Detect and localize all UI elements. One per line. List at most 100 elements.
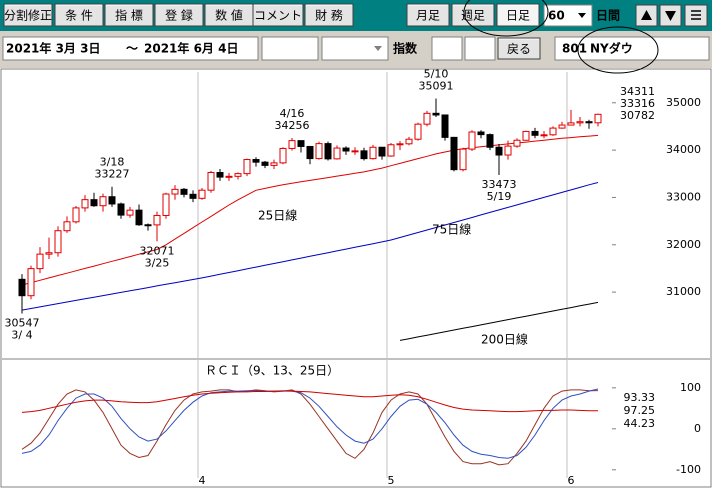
rci-line xyxy=(21,390,599,413)
candle-body xyxy=(171,188,179,195)
annotation-date: 3/ 4 xyxy=(11,329,32,342)
toolbar-button[interactable] xyxy=(304,3,354,27)
line-label: 75日線 xyxy=(432,222,471,237)
candle-body xyxy=(135,209,143,226)
x-tick-label: 4 xyxy=(199,474,206,487)
candle-body xyxy=(81,199,89,209)
field-box[interactable] xyxy=(431,36,463,61)
y-tick-label: 34000 xyxy=(666,143,701,156)
candle-body xyxy=(45,252,53,255)
candle-body xyxy=(423,112,431,125)
annotation-value: 32071 xyxy=(140,244,175,257)
toolbar-button[interactable] xyxy=(104,3,154,27)
index-select[interactable] xyxy=(321,36,389,61)
candle-body xyxy=(468,131,476,150)
candle-body xyxy=(576,121,584,124)
days-value: 60 xyxy=(548,9,565,23)
candle-body xyxy=(144,224,152,227)
index-label: 指数 xyxy=(393,41,418,56)
days-unit: 日間 xyxy=(596,9,620,23)
toolbar-button[interactable] xyxy=(54,3,104,27)
candle-body xyxy=(504,145,512,156)
range-end: 2021年 6月 4日 xyxy=(144,41,238,56)
annotation-date: 3/25 xyxy=(145,256,170,269)
symbol-box[interactable] xyxy=(554,36,710,61)
candle-body xyxy=(567,122,575,126)
candle-body xyxy=(486,134,494,148)
candle-body xyxy=(450,136,458,171)
candle-body xyxy=(414,123,422,140)
moving-average-line xyxy=(21,182,599,311)
period-button-label: 月足 xyxy=(416,9,440,23)
toolbar-button[interactable] xyxy=(252,3,304,27)
range-separator: ～ xyxy=(126,42,138,56)
candle-body xyxy=(90,199,98,207)
candle-body xyxy=(531,130,539,136)
candle-body xyxy=(180,188,188,195)
field-box[interactable] xyxy=(261,36,319,61)
candle-body xyxy=(54,230,62,254)
date-range-box[interactable] xyxy=(2,36,259,61)
candle-body xyxy=(72,207,80,223)
period-button[interactable] xyxy=(406,3,450,27)
line-label: 200日線 xyxy=(481,332,528,347)
last-value-label: 93.33 xyxy=(624,391,656,404)
candle-body xyxy=(378,146,386,157)
candle-body xyxy=(18,278,26,297)
y-tick-label: 35000 xyxy=(666,96,701,109)
candle-body xyxy=(585,121,593,124)
candle-body xyxy=(153,214,161,226)
candle-body xyxy=(522,130,530,141)
candle-body xyxy=(549,127,557,136)
x-tick-label: 5 xyxy=(388,474,395,487)
candle-body xyxy=(297,140,305,147)
chart-area xyxy=(0,68,712,488)
candle-body xyxy=(324,143,332,160)
y-tick-label: 33000 xyxy=(666,190,701,203)
period-button-label: 日足 xyxy=(506,9,530,23)
candle-body xyxy=(360,150,368,160)
toolbar-button[interactable] xyxy=(3,3,53,27)
y-tick-label: 0 xyxy=(694,422,701,435)
annotation-date: 4/16 xyxy=(280,107,305,120)
symbol-name: NYダウ xyxy=(590,41,633,56)
field-box[interactable] xyxy=(464,36,496,61)
annotation-circle xyxy=(463,0,549,37)
toolbar-button[interactable] xyxy=(154,3,204,27)
toolbar-button-label: コメント xyxy=(254,9,302,23)
toolbar-button-label: 分割修正 xyxy=(4,8,52,23)
candle-body xyxy=(225,175,233,178)
candle-body xyxy=(261,161,269,166)
days-select[interactable] xyxy=(543,4,593,27)
candle-body xyxy=(513,139,521,147)
candle-body xyxy=(252,159,260,163)
annotation-value: 35091 xyxy=(419,79,454,92)
back-button[interactable] xyxy=(497,37,541,60)
candle-body xyxy=(315,143,323,160)
period-button[interactable] xyxy=(496,3,540,27)
last-value-label: 30782 xyxy=(620,109,655,122)
y-tick-label: 100 xyxy=(680,381,701,394)
period-button-label: 週足 xyxy=(461,9,485,23)
period-button[interactable] xyxy=(451,3,495,27)
candle-body xyxy=(459,148,467,171)
candle-body xyxy=(189,193,197,199)
candle-body xyxy=(279,147,287,164)
candle-body xyxy=(198,189,206,199)
candle-body xyxy=(270,162,278,166)
candle-body xyxy=(405,138,413,145)
toolbar-button-label: 指 標 xyxy=(115,8,143,23)
last-value-label: 97.25 xyxy=(624,404,656,417)
candle-body xyxy=(594,113,602,124)
candle-body xyxy=(63,221,71,232)
candle-body xyxy=(441,114,449,138)
moving-average-line xyxy=(21,134,599,286)
candle-body xyxy=(333,147,341,160)
candle-body xyxy=(432,112,440,116)
annotation-circle xyxy=(577,26,659,74)
candle-body xyxy=(477,131,485,136)
last-value-label: 33316 xyxy=(620,97,655,110)
candle-body xyxy=(126,209,134,216)
dropdown-arrow xyxy=(374,46,382,51)
